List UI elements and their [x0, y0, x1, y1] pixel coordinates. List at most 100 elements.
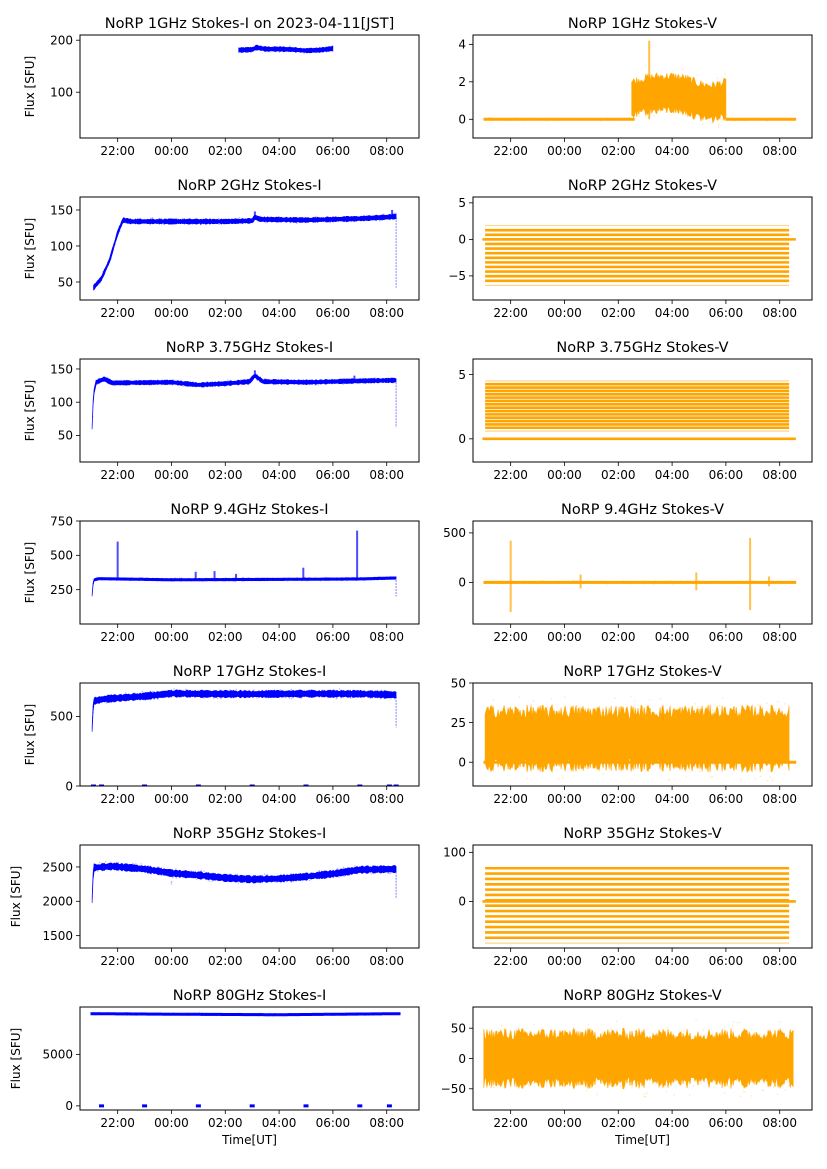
data-point [203, 220, 205, 223]
x-tick-label: 06:00 [709, 468, 744, 482]
data-point [627, 581, 629, 583]
data-point [697, 87, 699, 89]
data-point [251, 217, 253, 220]
data-point [580, 714, 583, 716]
data-point [175, 868, 177, 870]
data-point [788, 582, 790, 584]
data-point [522, 118, 524, 121]
data-point [386, 576, 388, 578]
data-point [186, 691, 188, 694]
data-point [281, 691, 283, 693]
data-point [306, 580, 308, 582]
data-point [554, 1068, 557, 1070]
data-point [128, 1014, 130, 1016]
data-point [485, 757, 488, 759]
plot-area [90, 1011, 401, 1108]
data-point [224, 385, 226, 387]
data-point [182, 217, 184, 220]
data-point [708, 713, 710, 715]
data-point [581, 744, 584, 746]
data-point [116, 866, 118, 868]
data-point [732, 582, 735, 584]
data-point [251, 379, 253, 382]
data-point [284, 379, 287, 381]
data-point [342, 378, 344, 380]
x-tick-label: 00:00 [154, 306, 189, 320]
data-point [138, 379, 140, 382]
data-point [311, 1014, 314, 1016]
data-point [265, 692, 267, 694]
data-point [272, 875, 274, 877]
data-point [244, 1014, 247, 1016]
x-tick-label: 04:00 [655, 792, 690, 806]
data-point [521, 738, 523, 740]
data-point [132, 862, 134, 865]
data-point [704, 110, 706, 112]
data-point [787, 704, 789, 707]
x-tick-label: 08:00 [762, 1116, 797, 1130]
data-point [352, 696, 355, 698]
data-point [248, 579, 250, 581]
data-point [261, 579, 263, 581]
data-point [144, 694, 146, 697]
x-tick-label: 06:00 [709, 630, 744, 644]
data-point [182, 385, 184, 387]
data-point [125, 578, 127, 580]
data-point [179, 872, 182, 875]
data-point [100, 700, 102, 703]
y-tick-label: 1500 [42, 929, 73, 943]
data-point [525, 1079, 527, 1081]
data-point [389, 217, 392, 220]
data-point [168, 579, 170, 582]
data-point [252, 882, 255, 884]
data-point [265, 218, 267, 220]
data-point [204, 692, 206, 694]
x-tick-label: 08:00 [762, 954, 797, 968]
data-point [260, 578, 262, 581]
data-point [615, 117, 617, 120]
data-point [197, 578, 199, 581]
data-point [287, 47, 289, 49]
data-point [134, 383, 137, 385]
data-point [622, 117, 625, 120]
x-tick-label: 02:00 [601, 954, 636, 968]
data-point [217, 1013, 220, 1015]
data-point [769, 776, 772, 778]
data-point [338, 1012, 341, 1015]
data-point [218, 223, 220, 225]
data-point [198, 1012, 200, 1014]
data-point [350, 690, 352, 693]
data-point [185, 385, 187, 387]
data-point [271, 696, 273, 698]
data-point [629, 583, 631, 585]
x-tick-label: 02:00 [601, 630, 636, 644]
data-point [547, 119, 549, 122]
data-point [191, 578, 193, 581]
data-point [324, 694, 326, 696]
data-point [698, 1058, 700, 1060]
data-point [686, 580, 689, 582]
data-point [523, 580, 525, 582]
y-tick-label: 0 [458, 432, 466, 446]
data-point [230, 697, 233, 699]
data-point [483, 761, 485, 763]
data-point [656, 717, 658, 720]
data-point [732, 740, 734, 742]
data-point [159, 218, 161, 220]
data-point [711, 776, 713, 778]
data-point [337, 874, 339, 877]
data-point [585, 1089, 587, 1092]
data-point [148, 698, 151, 700]
data-point [138, 219, 140, 221]
data-point [378, 1012, 380, 1015]
data-point [788, 119, 790, 121]
data-point [490, 580, 493, 582]
data-point [592, 742, 594, 744]
data-point [245, 578, 248, 580]
data-point [278, 217, 280, 219]
data-point [659, 698, 662, 700]
data-point [367, 871, 369, 873]
data-point [700, 1082, 702, 1084]
data-point [291, 693, 293, 695]
data-point [190, 580, 193, 582]
